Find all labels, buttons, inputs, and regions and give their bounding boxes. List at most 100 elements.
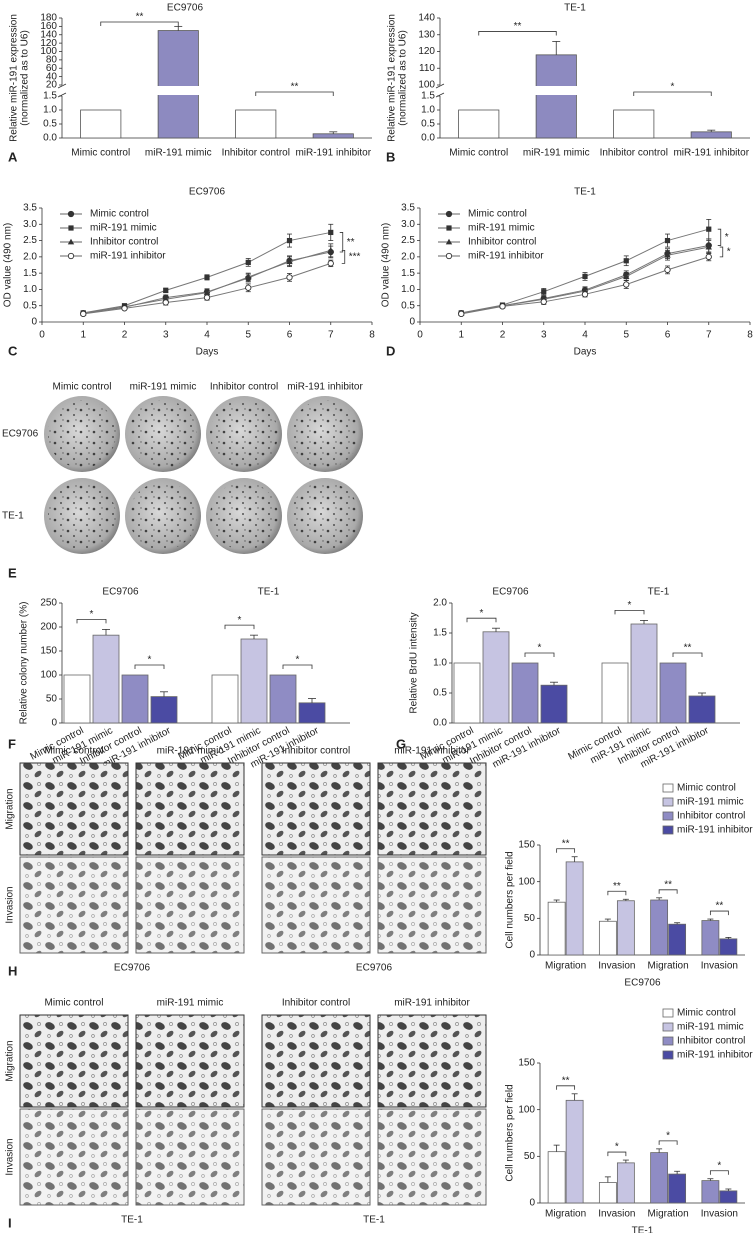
y-axis-label: OD value (490 nm)	[381, 223, 392, 307]
significance-bracket	[658, 889, 678, 894]
legend-label: Mimic control	[677, 1008, 736, 1019]
x-tick-label: 5	[623, 330, 629, 341]
y-tick-label: 3.5	[401, 203, 415, 214]
marker	[286, 237, 293, 244]
x-axis-label: TE-1	[632, 1226, 654, 1233]
marker	[705, 253, 712, 261]
marker	[623, 258, 629, 264]
row-label: EC9706	[2, 429, 39, 440]
marker	[80, 310, 87, 318]
legend-swatch	[662, 797, 674, 807]
x-tick-label: 2	[122, 330, 128, 341]
x-tick-label: Migration	[545, 1209, 586, 1220]
y-tick-label: 50	[524, 1151, 536, 1162]
panel-letter: A	[8, 149, 18, 164]
marker	[203, 294, 211, 301]
bar	[701, 1180, 720, 1204]
axis-break	[435, 83, 445, 89]
y-tick-label: 150	[518, 840, 535, 851]
y-tick-label: 1.0	[23, 284, 37, 295]
significance-label: *	[90, 609, 94, 620]
x-tick-label: miR-191 inhibitor	[673, 148, 749, 159]
image-caption: EC9706	[356, 963, 393, 974]
y-tick-label: 0	[529, 950, 535, 961]
bar	[690, 131, 732, 139]
bar	[458, 109, 500, 139]
column-label: Inhibitor control	[282, 746, 350, 757]
y-tick-label: 180	[40, 13, 57, 24]
x-tick-label: miR-191 mimic	[145, 148, 212, 159]
y-tick-label: 3.0	[401, 219, 415, 230]
panel-letter: D	[386, 343, 395, 358]
bar	[565, 1099, 584, 1204]
x-tick-label: miR-191 inhibitor	[295, 148, 371, 159]
marker	[286, 274, 293, 281]
significance-label: **	[684, 643, 692, 654]
legend-marker	[67, 252, 75, 260]
bar	[535, 54, 577, 139]
y-tick-label: 100	[518, 1104, 535, 1115]
panel-letter: B	[386, 149, 395, 164]
group-title: TE-1	[648, 587, 670, 598]
y-tick-label: 130	[418, 29, 435, 40]
y-tick-label: 0.0	[43, 133, 57, 144]
legend-label: miR-191 mimic	[468, 223, 535, 234]
y-axis-label: Relative miR-191 expression	[9, 14, 20, 142]
legend-label: Inhibitor control	[468, 237, 536, 248]
legend-marker	[445, 210, 453, 218]
y-tick-label: 50	[46, 694, 58, 705]
y-tick-label: 0.5	[433, 688, 447, 699]
x-tick-label: Invasion	[701, 961, 738, 972]
y-tick-label: 200	[40, 622, 57, 633]
x-tick-label: 8	[369, 330, 375, 341]
y-axis-label: Relative colony number (%)	[19, 602, 30, 725]
bar	[701, 920, 720, 956]
marker	[582, 273, 588, 279]
image-caption: TE-1	[121, 1215, 143, 1226]
chart-title: EC9706	[189, 187, 226, 198]
legend-swatch	[662, 1036, 674, 1046]
column-label: miR-191 inhibitor	[287, 382, 363, 393]
bar	[211, 674, 239, 724]
microscope-image	[261, 856, 371, 954]
x-tick-label: 1	[458, 330, 464, 341]
x-tick-label: Mimic control	[71, 148, 130, 159]
bar	[598, 920, 617, 956]
microscope-image	[135, 1108, 245, 1206]
bar	[630, 623, 658, 724]
legend-marker	[68, 225, 74, 231]
x-tick-label: 2	[500, 330, 506, 341]
legend-marker	[446, 225, 452, 231]
marker	[458, 310, 465, 318]
bar	[298, 702, 326, 724]
legend-label: Inhibitor control	[90, 237, 158, 248]
x-tick-label: 0	[39, 330, 45, 341]
bar	[482, 631, 510, 724]
bar	[668, 923, 687, 956]
bar	[668, 1173, 687, 1204]
significance-label: *	[717, 1160, 721, 1171]
marker	[623, 273, 630, 279]
bar	[540, 684, 568, 724]
panel-letter: C	[8, 343, 18, 358]
column-label: miR-191 mimic	[130, 382, 197, 393]
x-axis-label: Days	[196, 347, 219, 358]
y-tick-label: 120	[40, 38, 57, 49]
marker	[581, 291, 589, 298]
microscope-image	[19, 1014, 129, 1108]
legend-marker	[67, 210, 75, 218]
legend-label: Inhibitor control	[677, 1036, 745, 1047]
y-axis-label: OD value (490 nm)	[3, 223, 14, 307]
marker	[162, 299, 169, 306]
marker	[664, 266, 671, 274]
y-tick-label: 100	[40, 46, 57, 57]
bar	[121, 674, 149, 724]
microscope-image	[135, 762, 245, 856]
bar	[92, 634, 120, 724]
x-tick-label: Mimic control	[449, 148, 508, 159]
significance-label: **	[291, 82, 299, 93]
significance-bracket	[607, 890, 627, 896]
y-tick-label: 100	[518, 876, 535, 887]
group-title: EC9706	[492, 587, 529, 598]
significance-label: **	[514, 21, 522, 32]
